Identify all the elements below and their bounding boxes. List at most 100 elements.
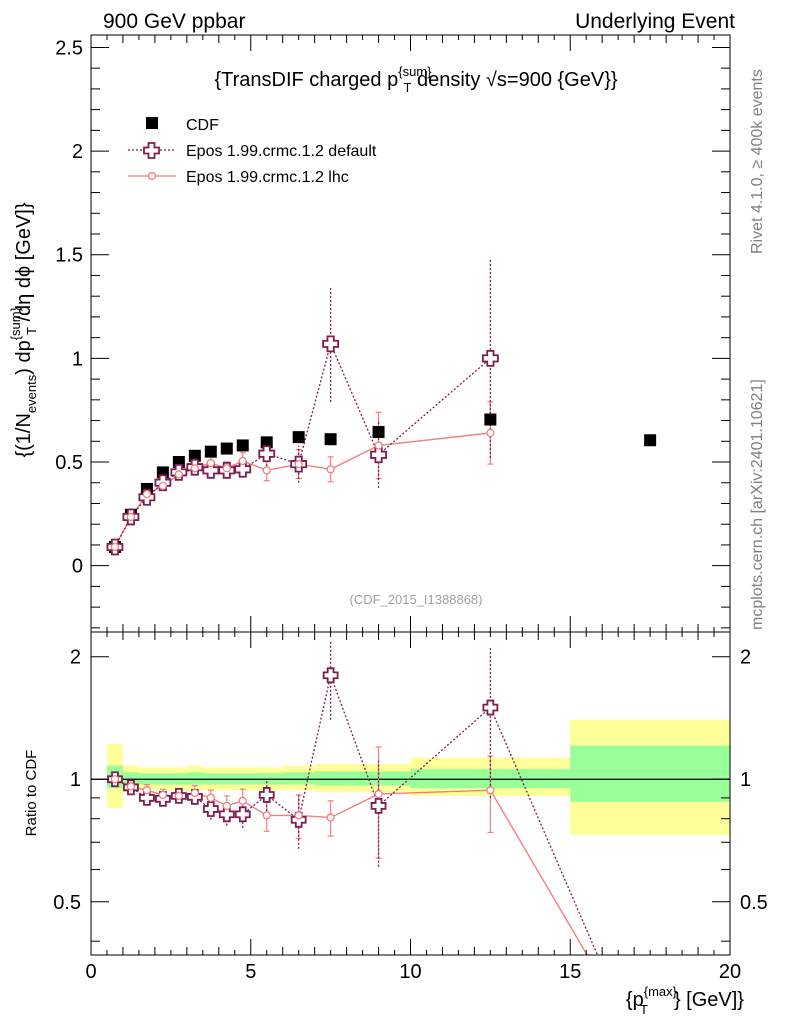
ratio-lhc-point: [262, 811, 271, 820]
band-green: [282, 772, 315, 785]
ratio-lhc-point: [206, 793, 215, 803]
lhc-point: [486, 428, 495, 438]
lhc-point: [374, 441, 383, 450]
cdf-point: [484, 413, 497, 426]
ratio-default-point: [139, 789, 155, 806]
lhc-point: [294, 459, 303, 469]
ratio-lhc-point: [190, 788, 199, 798]
legend: CDF Epos 1.99.crmc.1.2 default Epos 1.99…: [128, 117, 377, 186]
lhc-point: [174, 470, 184, 479]
x-axis-label: {p{max} T} [GeV]}: [626, 984, 744, 1017]
y-tick-label: 1.5: [55, 245, 83, 267]
legend-marker-default: [143, 142, 160, 159]
cdf-point: [188, 449, 201, 462]
x-tick-label: 10: [399, 961, 421, 983]
ratio-lhc-point: [158, 790, 168, 800]
ratio-frame: [90, 631, 731, 956]
lhc-point: [158, 481, 168, 491]
header-right: Underlying Event: [575, 10, 735, 33]
lhc-point: [238, 456, 247, 466]
cdf-point: [644, 434, 657, 447]
mcplots-label: mcplots.cern.ch [arXiv:2401.10621]: [749, 379, 766, 630]
ratio-lhc-point: [374, 789, 383, 799]
ratio-default-line: [114, 673, 599, 955]
lhc-point: [110, 542, 120, 552]
cdf-point: [204, 445, 217, 458]
ratio-axes: 0.5 0.51 12 20 5 10 15 20: [53, 632, 768, 983]
ratio-default-point: [322, 667, 339, 684]
rivet-label: Rivet 4.1.0, ≥ 400k events: [749, 69, 766, 254]
main-data: [106, 258, 657, 556]
main-axes: 0 0.5 1 1.5 2 2.5: [55, 35, 731, 632]
ratio-uncertainty-bands: [91, 719, 730, 835]
default-point: [258, 445, 276, 463]
y-tick-label: 2: [72, 141, 83, 163]
default-point: [202, 461, 220, 479]
lhc-point: [206, 458, 215, 468]
default-point: [370, 446, 387, 464]
band-green: [570, 745, 730, 802]
x-tick-label: 0: [85, 961, 96, 983]
default-point: [322, 335, 340, 353]
ratio-lhc-line: [114, 778, 588, 955]
ratio-ylabel: Ratio to CDF: [23, 750, 40, 837]
legend-label-lhc: Epos 1.99.crmc.1.2 lhc: [186, 169, 349, 186]
y-tick-label: 0.5: [55, 452, 83, 474]
legend-label-cdf: CDF: [186, 117, 219, 134]
ratio-series: [107, 639, 599, 955]
legend-marker-lhc: [147, 171, 157, 181]
ratio-y-tick-label-right: 0.5: [740, 892, 768, 914]
ratio-lhc-point: [238, 796, 247, 805]
ratio-lhc-point: [486, 786, 495, 795]
ratio-default-point: [482, 699, 499, 716]
legend-label-default: Epos 1.99.crmc.1.2 default: [186, 143, 377, 160]
cdf-point: [324, 433, 337, 446]
lhc-point: [326, 465, 335, 474]
ratio-default-point: [234, 806, 251, 823]
default-point: [481, 349, 499, 367]
cdf-point: [260, 436, 273, 449]
ratio-lhc-point: [326, 813, 335, 822]
lhc-point: [142, 490, 152, 499]
cdf-point: [292, 431, 305, 444]
ratio-y-tick-label-right: 2: [740, 647, 751, 669]
ratio-y-tick-label-right: 1: [740, 769, 751, 791]
x-tick-label: 20: [719, 961, 741, 983]
ratio-lhc-point: [222, 801, 231, 811]
ratio-y-tick-label: 1: [70, 769, 81, 791]
x-tick-label: 15: [559, 961, 581, 983]
analysis-watermark: (CDF_2015_I1388868): [350, 592, 483, 607]
y-tick-label: 2.5: [55, 37, 83, 59]
cdf-point: [236, 439, 249, 452]
default-point: [234, 460, 252, 478]
lhc-point: [190, 464, 199, 473]
band-green: [314, 771, 347, 786]
ratio-lhc-point: [110, 775, 120, 784]
main-plot-panel: {TransDIF charged p{sum} T density √s=900…: [8, 34, 731, 633]
lhc-point: [262, 466, 271, 475]
x-tick-label: 5: [245, 961, 256, 983]
ratio-lhc-point: [294, 811, 303, 820]
band-green: [122, 772, 139, 785]
ratio-default-point: [202, 801, 219, 817]
default-line: [114, 341, 491, 548]
band-green: [186, 772, 203, 785]
ratio-y-tick-label: 0.5: [53, 892, 81, 914]
ratio-plot-panel: 0.5 0.51 12 20 5 10 15 20 Ratio to CDF {p{max} T…: [23, 631, 768, 1017]
ratio-default-point: [218, 806, 235, 823]
legend-marker-cdf: [146, 117, 158, 129]
ratio-default-point: [258, 787, 275, 803]
header-left: 900 GeV ppbar: [103, 10, 245, 33]
ratio-default-point: [370, 798, 387, 814]
cdf-point: [220, 442, 233, 455]
lhc-point: [126, 512, 136, 522]
ratio-lhc-point: [142, 786, 152, 795]
y-tick-label: 1: [72, 348, 83, 370]
ratio-y-tick-label: 2: [70, 647, 81, 669]
cdf-point: [372, 425, 385, 438]
y-tick-label: 0: [72, 556, 83, 578]
ratio-lhc-point: [174, 791, 184, 801]
ratio-data: [107, 639, 599, 955]
main-title: {TransDIF charged p{sum} T density √s=900…: [214, 64, 617, 95]
